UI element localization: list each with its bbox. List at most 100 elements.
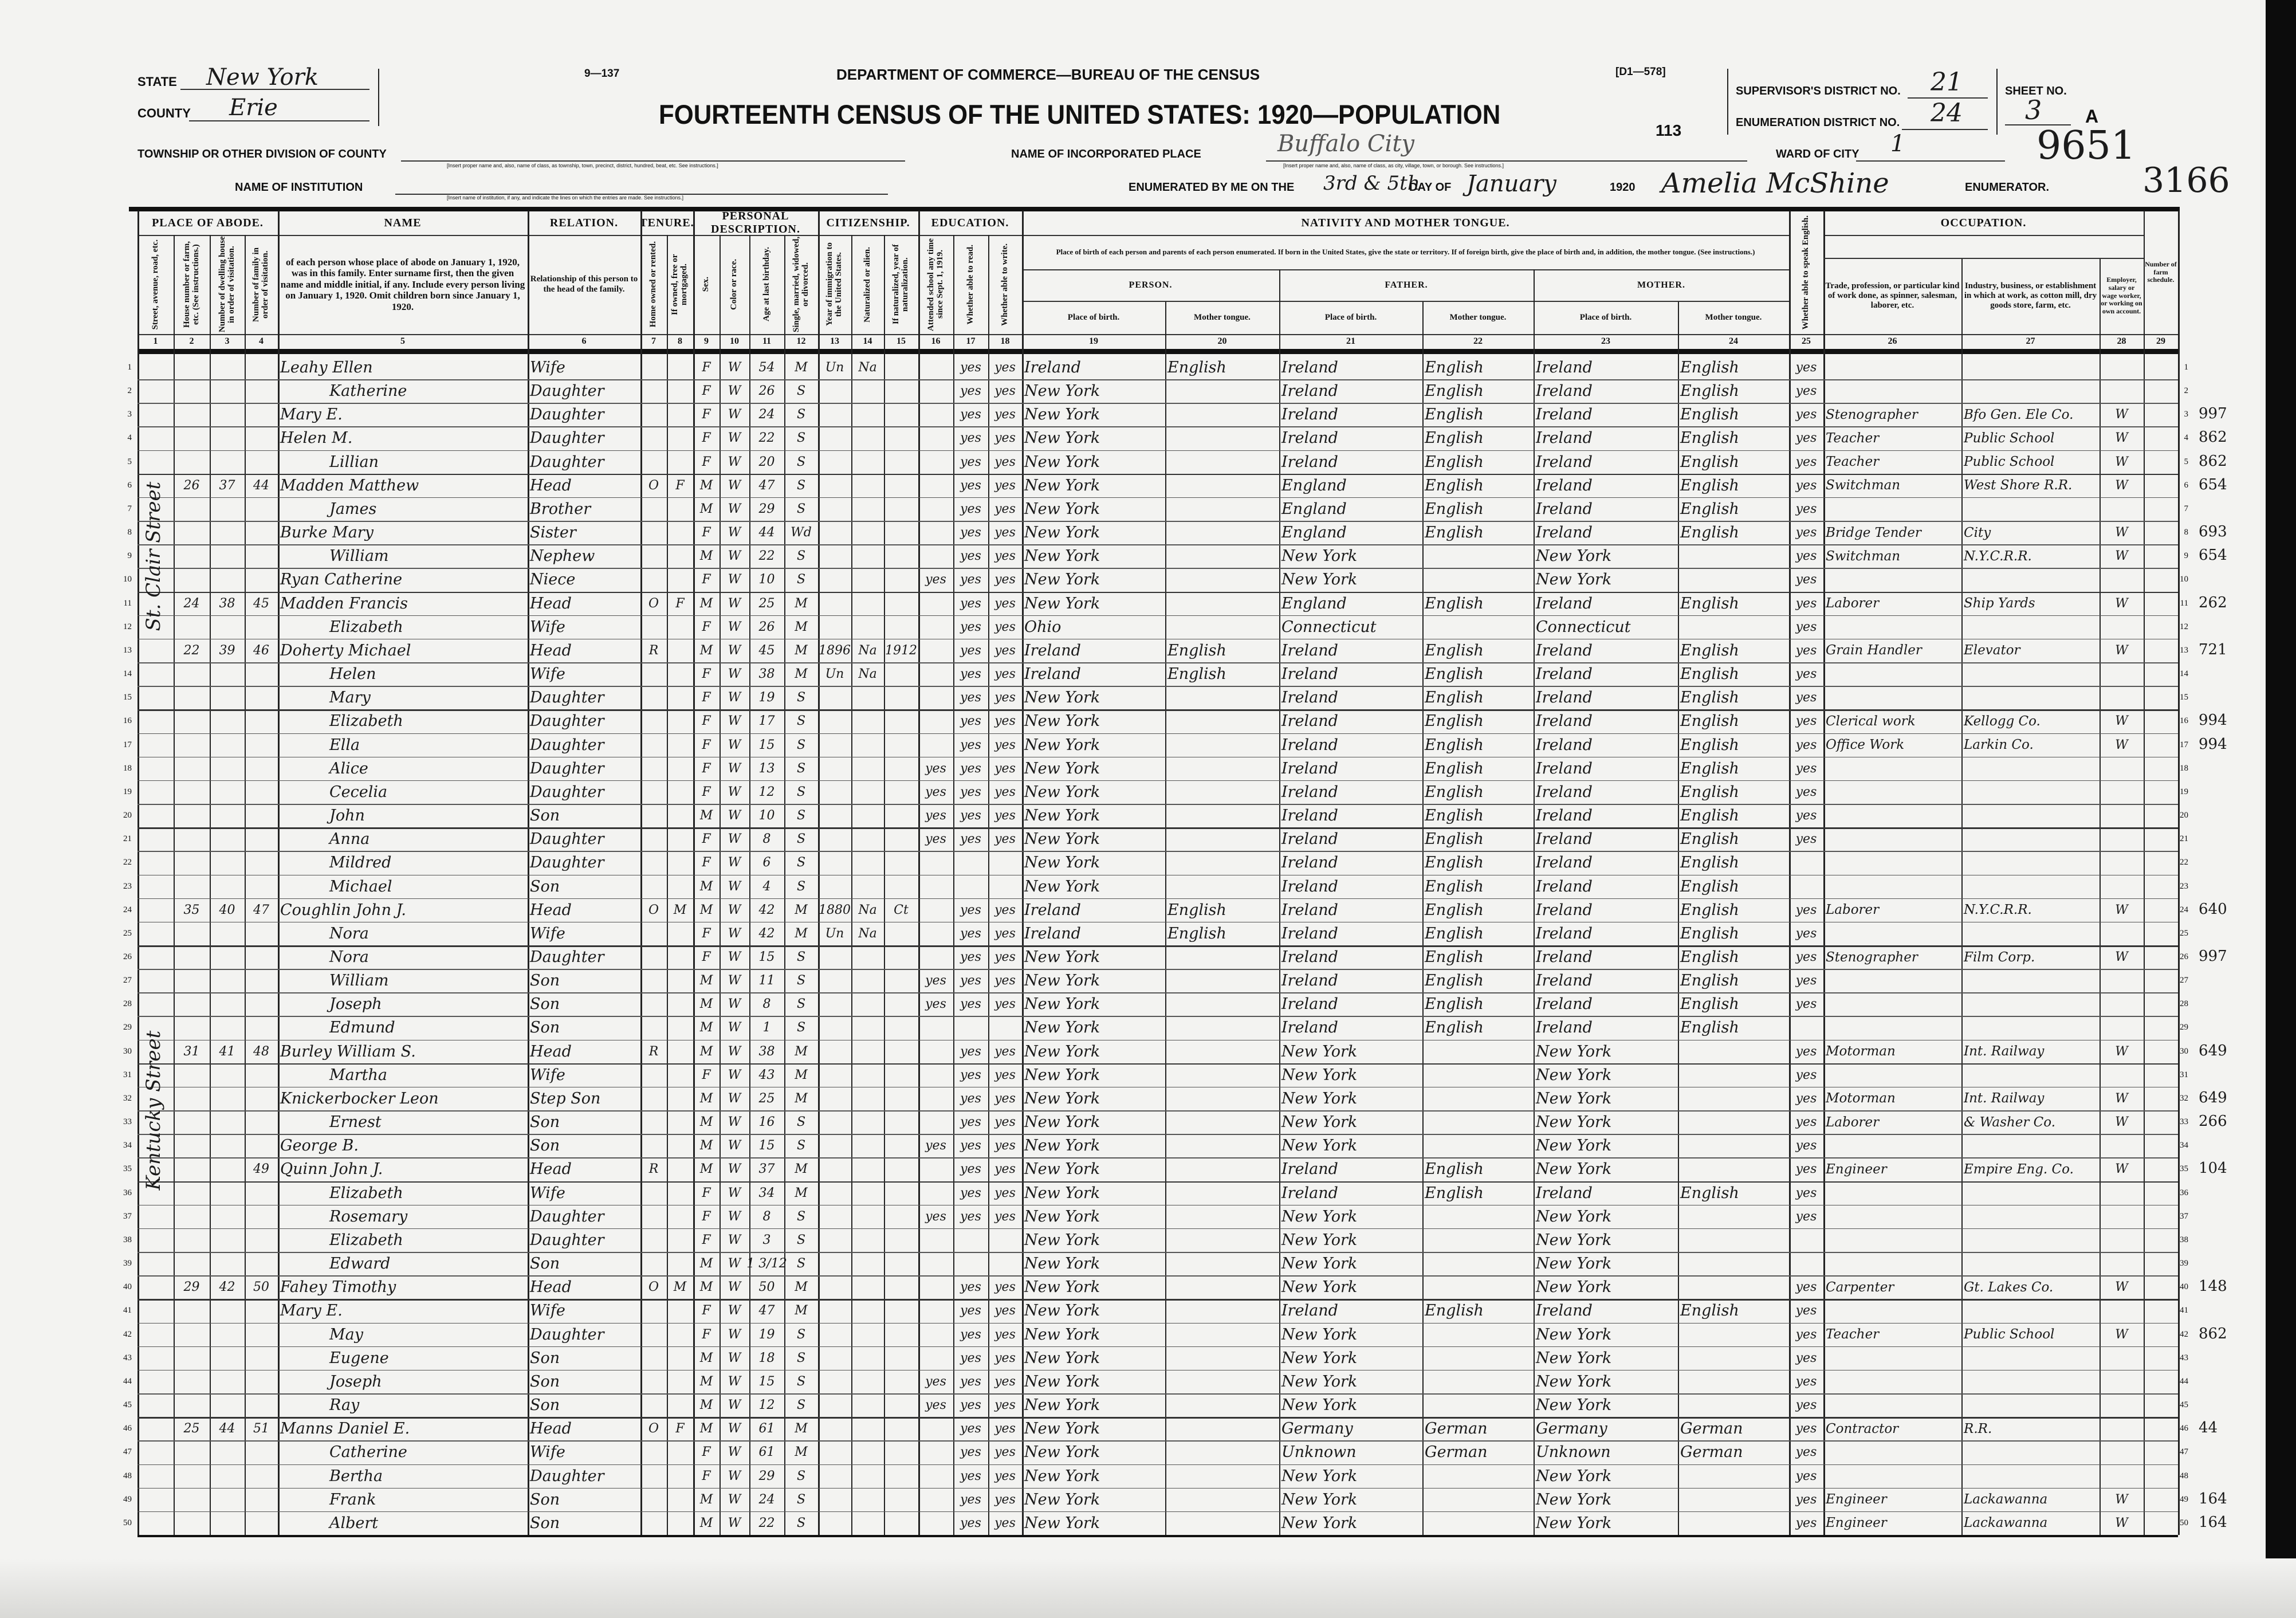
column-description: Whether able to write. [1000, 243, 1009, 326]
cell-col-18: yes [994, 454, 1016, 469]
cell-col-27: Gt. Lakes Co. [1964, 1279, 2054, 1295]
place-label: NAME OF INCORPORATED PLACE [1011, 148, 1201, 160]
column-header-21: Place of birth. [1279, 302, 1422, 334]
cell-col-9: M [699, 1515, 713, 1530]
cell-col-28: W [2115, 1044, 2128, 1059]
cell-col-4: 44 [253, 478, 269, 493]
cell-col-12: M [795, 926, 808, 941]
cell-col-24: English [1680, 995, 1739, 1014]
cell-col-11: 10 [758, 808, 775, 823]
street-label: St. Clair Street [142, 481, 165, 631]
cell-col-7: O [648, 478, 659, 493]
cell-col-26: Carpenter [1826, 1279, 1894, 1295]
cell-col-10: W [728, 572, 741, 587]
cell-col-9: F [702, 525, 711, 540]
line-number-left: 19 [123, 787, 132, 796]
cell-col-19: New York [1024, 1396, 1100, 1415]
cell-col-25: yes [1795, 407, 1817, 422]
margin-code: 994 [2199, 735, 2227, 753]
cell-col-27: Empire Eng. Co. [1964, 1161, 2074, 1177]
cell-col-11: 26 [758, 619, 775, 634]
row-rule [137, 780, 2178, 781]
line-number-right: 34 [2180, 1141, 2188, 1150]
cell-col-18: yes [994, 784, 1016, 799]
row-rule [137, 1063, 2178, 1065]
cell-col-9: M [699, 501, 713, 516]
cell-col-22: English [1425, 382, 1484, 400]
cell-col-21: Ireland [1281, 453, 1338, 471]
row-rule [137, 851, 2178, 852]
institution-label: NAME OF INSTITUTION [235, 181, 363, 194]
cell-col-11: 11 [758, 973, 775, 988]
cell-col-18: yes [994, 902, 1016, 917]
cell-col-18: yes [994, 525, 1016, 540]
column-header-20: Mother tongue. [1165, 302, 1279, 334]
cell-col-3: 44 [219, 1421, 235, 1436]
cell-col-24: English [1680, 524, 1739, 542]
cell-col-16: yes [925, 997, 946, 1012]
line-number-right: 14 [2180, 669, 2188, 679]
cell-col-10: W [728, 997, 741, 1012]
cell-col-19: New York [1024, 807, 1100, 825]
cell-col-17: yes [960, 1515, 981, 1530]
cell-col-27: R.R. [1964, 1421, 1992, 1436]
margin-code: 266 [2199, 1113, 2227, 1130]
cell-col-12: M [795, 1162, 808, 1177]
cell-col-25: yes [1795, 643, 1817, 658]
cell-col-23: Germany [1536, 1420, 1607, 1438]
row-rule [137, 662, 2178, 663]
cell-col-10: W [728, 501, 741, 516]
cell-col-27: Lackawanna [1964, 1515, 2048, 1531]
cell-col-18: yes [994, 1044, 1016, 1059]
cell-col-24: English [1680, 406, 1739, 424]
cell-col-10: W [728, 1327, 741, 1342]
cell-col-17: yes [960, 454, 981, 469]
line-number-left: 23 [123, 881, 132, 891]
cell-col-18: yes [994, 1303, 1016, 1318]
row-rule [137, 1134, 2178, 1135]
cell-col-26: Engineer [1826, 1161, 1887, 1177]
cell-col-10: W [728, 1515, 741, 1530]
cell-col-10: W [728, 1162, 741, 1177]
cell-col-4: 51 [253, 1421, 269, 1436]
cell-col-6: Daughter [530, 689, 604, 707]
cell-col-6: Head [530, 1042, 572, 1061]
line-number-left: 20 [123, 811, 132, 820]
cell-col-4: 47 [253, 902, 269, 917]
cell-col-17: yes [960, 714, 981, 729]
cell-col-5: Nora [329, 924, 369, 942]
cell-col-18: yes [994, 973, 1016, 988]
row-rule [137, 969, 2178, 970]
cell-col-21: England [1281, 594, 1347, 612]
cell-col-21: New York [1281, 1231, 1358, 1249]
cell-col-22: English [1425, 1184, 1484, 1202]
cell-col-23: Ireland [1536, 665, 1593, 684]
cell-col-11: 1 3/12 [746, 1256, 787, 1271]
cell-col-5: Michael [329, 877, 392, 896]
margin-code: 148 [2199, 1278, 2227, 1295]
line-number-right: 50 [2180, 1518, 2188, 1527]
line-number-right: 19 [2180, 787, 2188, 796]
margin-code: 649 [2199, 1089, 2227, 1106]
column-header-4: Number of family in order of visitation. [245, 235, 278, 334]
cell-col-6: Head [530, 476, 572, 494]
row-rule [137, 1275, 2178, 1277]
cell-col-22: English [1425, 594, 1484, 612]
row-rule [137, 426, 2178, 427]
cell-col-10: W [728, 549, 741, 564]
cell-col-9: F [702, 619, 711, 634]
column-number: 17 [966, 336, 976, 346]
column-rule [210, 235, 211, 1535]
cell-col-12: Wd [791, 525, 812, 540]
cell-col-9: M [699, 1421, 713, 1436]
cell-col-10: W [728, 1374, 741, 1389]
cell-col-23: Ireland [1536, 500, 1593, 518]
column-description: Number of farm schedule. [2145, 260, 2177, 284]
cell-col-26: Laborer [1826, 902, 1880, 918]
cell-col-5: Madden Francis [280, 594, 408, 612]
cell-col-18: yes [994, 643, 1016, 658]
cell-col-24: English [1680, 712, 1739, 731]
cell-col-5: Ryan Catherine [280, 571, 403, 589]
column-rule [988, 235, 989, 1535]
cell-col-28: W [2115, 525, 2128, 540]
